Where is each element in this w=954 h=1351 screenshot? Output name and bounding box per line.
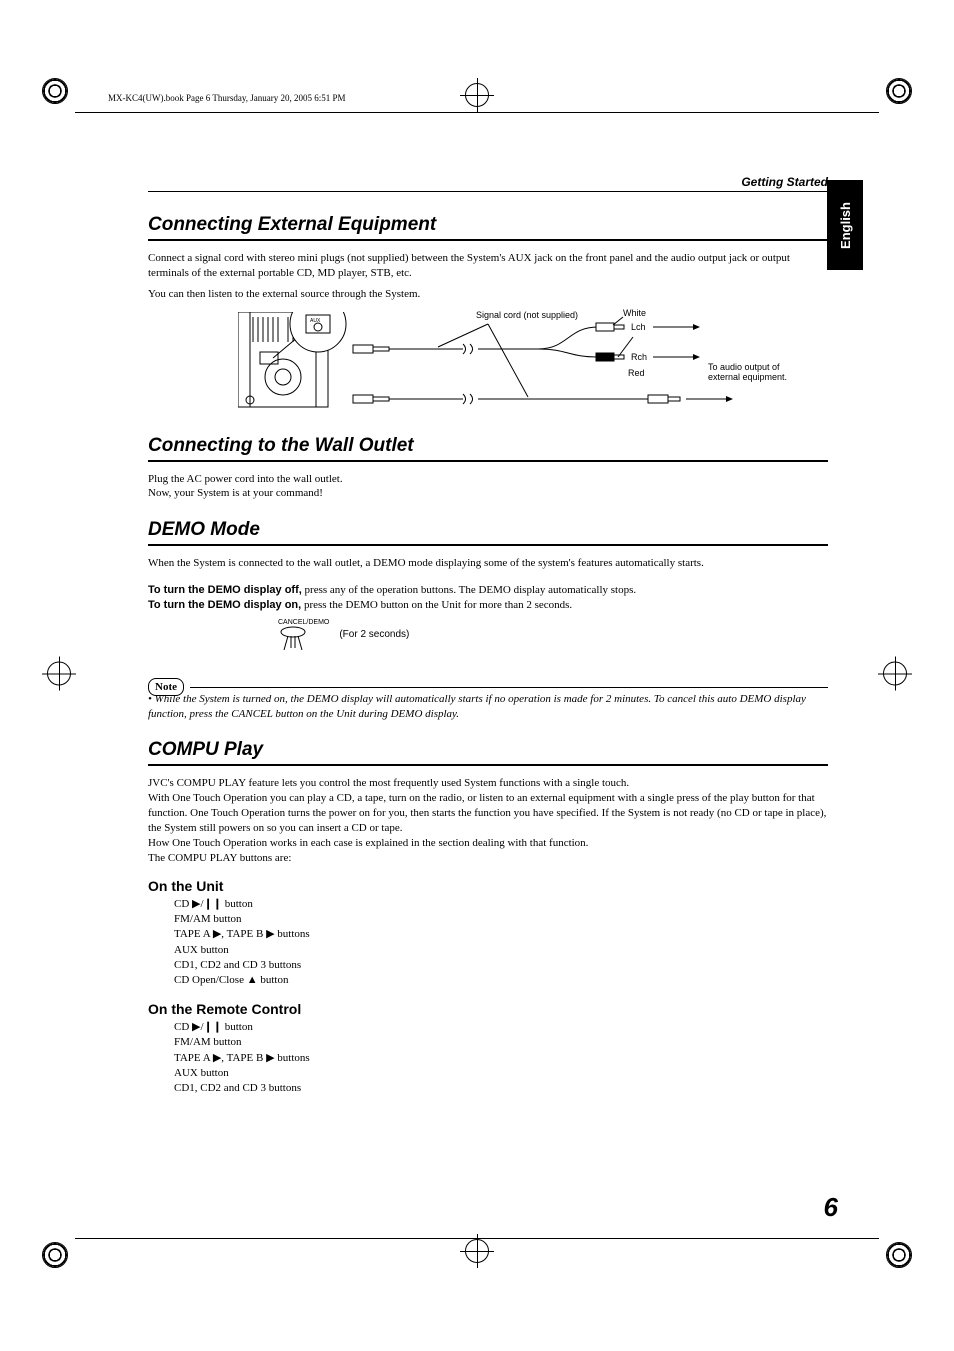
list-item: TAPE A ▶, TAPE B ▶ buttons: [174, 1051, 828, 1066]
heading-demo-mode: DEMO Mode: [148, 519, 828, 546]
button-list: CD ▶/❙❙ button FM/AM button TAPE A ▶, TA…: [174, 897, 828, 989]
heading-wall-outlet: Connecting to the Wall Outlet: [148, 435, 828, 462]
note-section: Note: [148, 677, 828, 688]
body-text: How One Touch Operation works in each ca…: [148, 836, 828, 851]
note-badge: Note: [148, 678, 184, 696]
bold-label: To turn the DEMO display off,: [148, 584, 302, 596]
body-text: press any of the operation buttons. The …: [302, 584, 636, 596]
list-item: AUX button: [174, 943, 828, 958]
registration-target-icon: [460, 1234, 494, 1273]
list-item: CD1, CD2 and CD 3 buttons: [174, 958, 828, 973]
note-text: • While the System is turned on, the DEM…: [148, 692, 828, 722]
list-item: FM/AM button: [174, 912, 828, 927]
body-text: To turn the DEMO display off, press any …: [148, 583, 828, 598]
body-text: You can then listen to the external sour…: [148, 287, 828, 302]
body-text: The COMPU PLAY buttons are:: [148, 851, 828, 866]
heading-connecting-external: Connecting External Equipment: [148, 214, 828, 241]
diagram-svg: AUX: [238, 312, 798, 410]
button-label: CANCEL/DEMO: [278, 619, 329, 626]
crop-mark-icon: [886, 78, 912, 109]
body-text: Now, your System is at your command!: [148, 486, 828, 501]
list-item: TAPE A ▶, TAPE B ▶ buttons: [174, 927, 828, 942]
duration-label: (For 2 seconds): [339, 629, 409, 640]
demo-button-illustration: CANCEL/DEMO (For 2 seconds): [278, 619, 828, 657]
diagram-label: To audio output of external equipment.: [708, 362, 808, 382]
list-item: CD ▶/❙❙ button: [174, 1020, 828, 1035]
list-item: CD Open/Close ▲ button: [174, 973, 828, 988]
body-text: With One Touch Operation you can play a …: [148, 791, 828, 836]
button-list: CD ▶/❙❙ button FM/AM button TAPE A ▶, TA…: [174, 1020, 828, 1097]
body-text: Plug the AC power cord into the wall out…: [148, 472, 828, 487]
body-text: press the DEMO button on the Unit for mo…: [301, 599, 572, 611]
language-label: English: [838, 202, 853, 249]
language-tab: English: [827, 180, 863, 270]
diagram-label: Rch: [631, 352, 647, 362]
registration-target-icon: [878, 656, 912, 695]
diagram-label: Lch: [631, 322, 646, 332]
page-content: Getting Started Connecting External Equi…: [148, 175, 828, 1097]
svg-text:AUX: AUX: [310, 318, 321, 324]
finger-press-icon: [278, 626, 308, 652]
heading-compu-play: COMPU Play: [148, 739, 828, 766]
crop-mark-icon: [42, 1242, 68, 1273]
page-number: 6: [824, 1192, 838, 1223]
section-header: Getting Started: [148, 175, 828, 192]
list-item: CD1, CD2 and CD 3 buttons: [174, 1081, 828, 1096]
subheading-on-remote: On the Remote Control: [148, 1001, 828, 1017]
diagram-label: Signal cord (not supplied): [476, 310, 578, 320]
body-text: JVC's COMPU PLAY feature lets you contro…: [148, 776, 828, 791]
print-header: MX-KC4(UW).book Page 6 Thursday, January…: [108, 93, 345, 103]
registration-target-icon: [42, 656, 76, 695]
list-item: CD ▶/❙❙ button: [174, 897, 828, 912]
subheading-on-unit: On the Unit: [148, 878, 828, 894]
list-item: FM/AM button: [174, 1035, 828, 1050]
crop-mark-icon: [886, 1242, 912, 1273]
list-item: AUX button: [174, 1066, 828, 1081]
diagram-label: Red: [628, 368, 645, 378]
crop-mark-icon: [42, 78, 68, 109]
body-text: To turn the DEMO display on, press the D…: [148, 598, 828, 613]
connection-diagram: AUX: [238, 312, 798, 410]
body-text: When the System is connected to the wall…: [148, 556, 828, 571]
diagram-label: White: [623, 308, 646, 318]
bold-label: To turn the DEMO display on,: [148, 599, 301, 611]
body-text: Connect a signal cord with stereo mini p…: [148, 251, 828, 281]
